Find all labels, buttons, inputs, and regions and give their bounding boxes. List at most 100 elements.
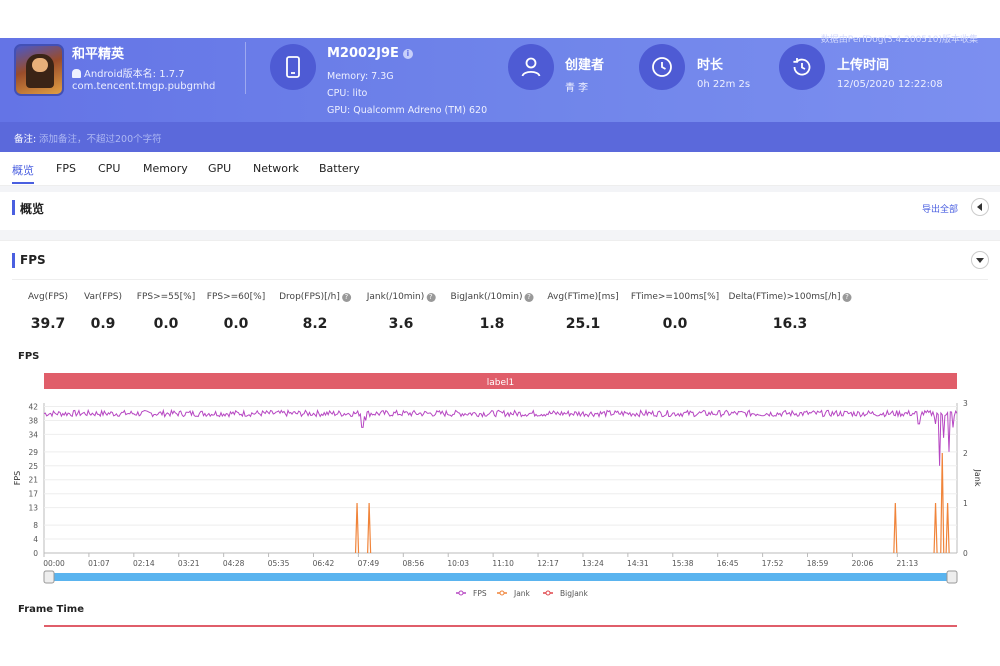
y-tick-label: 25 (28, 462, 38, 471)
x-tick-label: 04:28 (223, 559, 245, 568)
fps-series-line (43, 408, 958, 466)
note-label: 备注: (14, 134, 37, 145)
x-tick-label: 02:14 (133, 559, 155, 568)
tab-gpu[interactable]: GPU (208, 162, 232, 175)
x-tick-label: 15:38 (672, 559, 694, 568)
device-gpu: GPU: Qualcomm Adreno (TM) 620 (327, 105, 488, 116)
metric-label-text: Delta(FTime)>100ms[/h] (728, 292, 841, 302)
section-marker (12, 253, 15, 268)
top-strip (0, 0, 1000, 38)
jank-spike (367, 502, 372, 554)
creator-title: 创建者 (565, 58, 605, 73)
help-icon[interactable]: ? (524, 293, 534, 302)
frame-time-chart-title: Frame Time (18, 604, 85, 615)
section-gap (0, 186, 1000, 192)
android-version-text: Android版本名: 1.7.7 (84, 69, 185, 80)
fps-chart[interactable]: label1 0 4 8 13 17 21 25 29 34 38 42 0 1 2 3 FPS Jank 00:0… (0, 366, 1000, 616)
x-tick-label: 14:31 (627, 559, 649, 568)
metric-label: FPS>=60[%] (206, 292, 266, 302)
report-header: 数据由PerfDog(3.4.200510)版本收集 和平精英 Android版… (0, 0, 1000, 152)
y2-axis-label: Jank (973, 469, 982, 487)
zoom-scrollbar (50, 573, 951, 581)
y2-tick-label: 2 (963, 449, 968, 458)
y-tick-label: 34 (28, 430, 38, 439)
clock-icon (639, 44, 685, 90)
x-tick-label: 03:21 (178, 559, 200, 568)
metric-value: 8.2 (302, 316, 328, 332)
y2-tick-label: 1 (963, 499, 968, 508)
history-icon (779, 44, 825, 90)
tab-battery[interactable]: Battery (319, 162, 360, 175)
note-input[interactable]: 添加备注，不超过200个字符 (39, 134, 162, 145)
collapse-toggle-button[interactable] (971, 198, 989, 216)
x-tick-label: 16:45 (717, 559, 739, 568)
android-version: Android版本名: 1.7.7 (72, 65, 185, 80)
tab-bar: 概览 FPS CPU Memory GPU Network Battery (0, 152, 1000, 186)
metric-value: 0.0 (662, 316, 688, 332)
y-tick-label: 8 (33, 521, 38, 530)
zoom-handle-left[interactable] (43, 570, 55, 584)
metric-label: Avg(FTime)[ms] (547, 292, 619, 302)
section-gap (0, 230, 1000, 240)
upload-value: 12/05/2020 12:22:08 (837, 79, 943, 90)
phone-icon (270, 44, 316, 90)
zoom-handle-right[interactable] (946, 570, 958, 584)
x-tick-label: 08:56 (402, 559, 424, 568)
device-cpu: CPU: lito (327, 88, 368, 99)
x-tick-label: 05:35 (268, 559, 290, 568)
device-name-text: M2002J9E (327, 46, 399, 61)
app-name: 和平精英 (72, 47, 125, 62)
tab-cpu[interactable]: CPU (98, 162, 121, 175)
tab-overview[interactable]: 概览 (12, 164, 34, 177)
y-tick-label: 17 (28, 490, 38, 499)
game-icon (14, 44, 64, 96)
android-icon (72, 69, 81, 78)
y-tick-label: 0 (33, 549, 38, 558)
jank-spike (354, 502, 360, 554)
x-tick-label: 07:49 (358, 559, 380, 568)
y2-tick-label: 3 (963, 399, 968, 408)
duration-value: 0h 22m 2s (697, 79, 751, 90)
x-tick-label: 18:59 (807, 559, 829, 568)
tab-network[interactable]: Network (253, 162, 299, 175)
metric-label-text: Jank(/10min) (366, 292, 425, 302)
x-tick-label: 00:00 (43, 559, 65, 568)
x-tick-label: 11:10 (492, 559, 514, 568)
device-memory: Memory: 7.3G (327, 71, 394, 82)
tab-memory[interactable]: Memory (143, 162, 188, 175)
user-icon (508, 44, 554, 90)
fps-section: FPS (0, 240, 1000, 666)
section-marker (12, 200, 15, 215)
y-tick-label: 21 (28, 476, 38, 485)
metric-value: 3.6 (388, 316, 414, 332)
y-tick-label: 4 (33, 535, 38, 544)
help-icon[interactable]: ? (842, 293, 852, 302)
triangle-down-icon (976, 258, 984, 263)
metric-label-text: Drop(FPS)[/h] (279, 292, 340, 302)
metric-label: BigJank(/10min)? (451, 292, 534, 302)
tab-fps[interactable]: FPS (56, 162, 76, 175)
metric-value: 0.0 (153, 316, 179, 332)
info-icon[interactable]: i (402, 49, 413, 59)
x-tick-label: 17:52 (762, 559, 784, 568)
legend-marker (499, 590, 505, 596)
metric-value: 16.3 (772, 316, 808, 332)
x-tick-label: 12:17 (537, 559, 559, 568)
header-info: 和平精英 Android版本名: 1.7.7 com.tencent.tmgp.… (0, 38, 1000, 122)
expand-toggle-button[interactable] (971, 251, 989, 269)
metric-value: 25.1 (565, 316, 601, 332)
creator-value: 青 李 (565, 83, 589, 94)
band-label: label1 (487, 378, 515, 388)
metric-label: Avg(FPS) (27, 292, 69, 302)
note-bar: 备注: 添加备注，不超过200个字符 (0, 122, 1000, 152)
help-icon[interactable]: ? (341, 293, 351, 302)
metric-label: FPS>=55[%] (136, 292, 196, 302)
export-all-link[interactable]: 导出全部 (922, 205, 959, 215)
overview-title: 概览 (20, 202, 45, 216)
x-tick-label: 20:06 (852, 559, 874, 568)
legend-marker (545, 590, 551, 596)
jank-spike (933, 502, 938, 554)
help-icon[interactable]: ? (426, 293, 436, 302)
duration-title: 时长 (697, 58, 724, 73)
jank-spike (945, 502, 950, 554)
